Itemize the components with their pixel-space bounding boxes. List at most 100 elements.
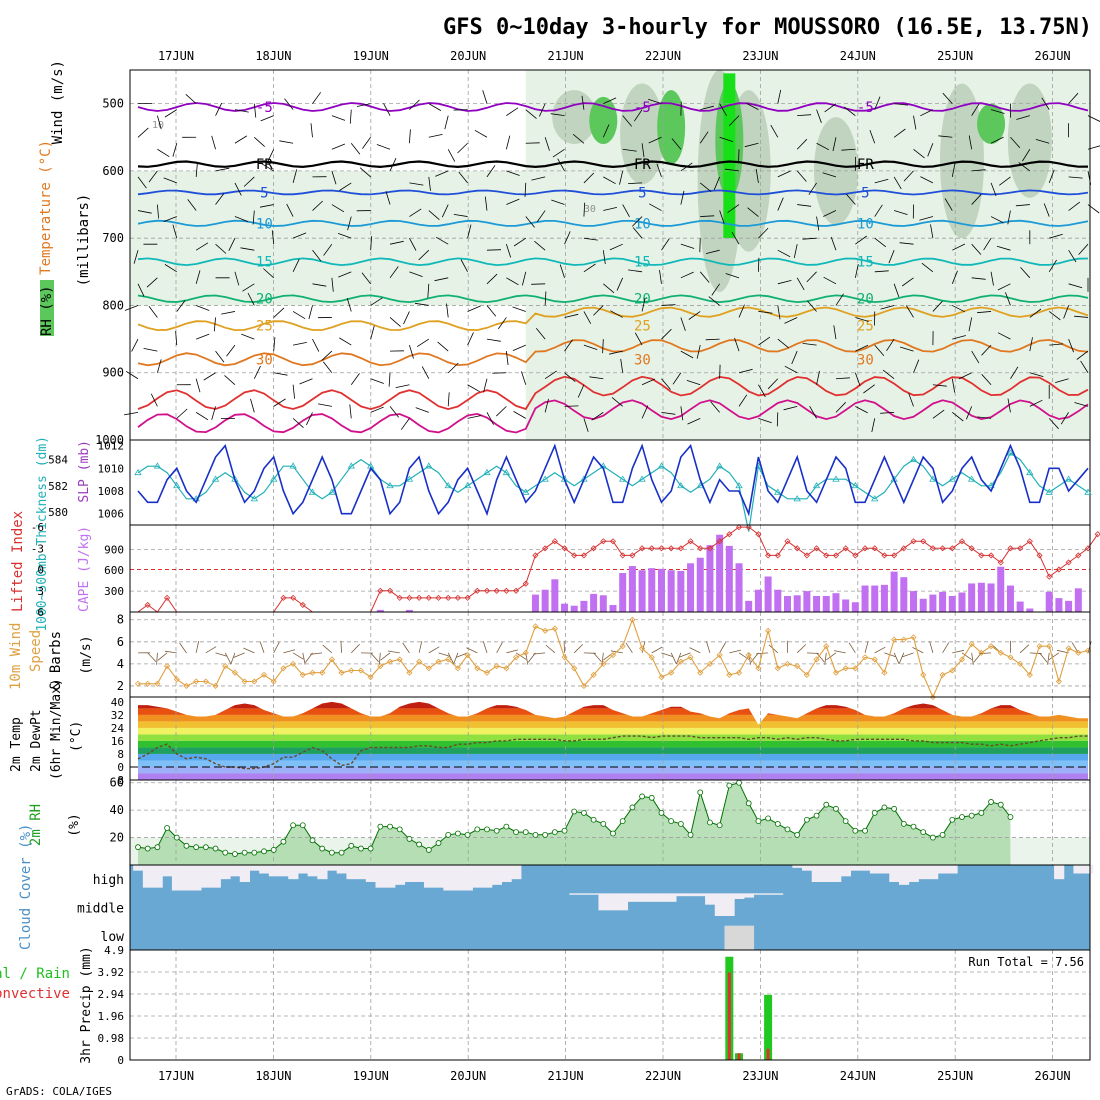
date-tick-label: 18JUN [255,1069,291,1083]
wind-barb [874,204,883,217]
cloud-middle-cell [695,893,706,897]
wind-barb [583,202,586,217]
lifted-index-point [1036,552,1043,559]
cape-bar [638,570,646,612]
wind-barb [855,317,869,322]
wind-barb [893,128,906,138]
rh-point [532,831,539,838]
wind-barb [1039,652,1048,663]
lifted-index-tick-label: -3 [31,542,44,555]
wind-barb [1060,412,1069,425]
wind-barb [133,250,139,264]
wind-barb [961,652,973,661]
rh-point [862,827,868,834]
wind-barb [293,342,307,346]
wind-barb [719,103,727,116]
wind-barb [770,124,779,138]
wind-barb [999,176,1011,186]
cape-bar [900,577,908,612]
wind-barb [809,406,817,419]
wind-barb [603,283,615,294]
wind-speed-point [920,671,927,678]
wind-barb [793,244,798,258]
wind-speed-point [416,658,423,665]
wind-speed-point [454,665,461,672]
wind-barb [593,305,604,316]
legend-label: Temperature (°C) [38,140,54,275]
wind-barb [215,652,228,657]
cape-bar [405,609,413,612]
lifted-index-point [726,531,733,538]
rh-point [173,834,180,841]
wind-barb [339,182,352,191]
wind-barb [444,115,449,130]
rh-point [736,779,742,786]
wind-barb [340,640,342,653]
wind-barb [224,652,232,664]
cape-bar [822,595,830,612]
precip-tick-label: 2.94 [98,988,125,1001]
wind-barb [651,646,663,654]
lifted-index-point [571,552,578,559]
legend-label: RH (%) [39,285,55,336]
cape-bar [793,595,801,612]
wind-barb [783,405,798,411]
temperature-band [138,714,1088,722]
lifted-index-tick-label: -6 [31,521,44,534]
lifted-index-point [561,545,568,552]
wind-barb [705,338,720,341]
cloud-high-cell [152,865,163,888]
thickness-tick-label: 580 [48,506,68,519]
thickness-point [851,481,860,489]
wind-speed-point [939,671,946,678]
thickness-point [347,462,355,469]
rh-point [212,845,219,852]
temperature-band [138,727,1088,735]
lifted-index-point [774,552,781,559]
wind-speed-point [435,658,442,665]
rh-point [387,823,393,830]
wind-barb [632,227,643,239]
wind-barb [791,350,798,365]
temp-tick-label: 32 [111,709,124,722]
wind-barb [932,409,945,419]
wind-barb [747,207,759,217]
wind-barb [971,652,974,665]
wind-barb [841,148,856,151]
thickness-point [677,481,685,489]
cloud-middle-cell [598,893,609,911]
wind-barb [163,177,177,184]
temperature-band [138,740,1088,748]
wind-barb [234,109,249,113]
wind-barb [952,335,966,340]
thickness-line [137,452,1089,532]
wind-barb [855,344,869,352]
wind-barb [1019,644,1030,654]
wind-barb [196,333,210,340]
cloud-high-cell [443,865,454,891]
wind-barb [990,182,997,197]
precip-tick-label: 4.9 [104,944,124,957]
cloud-high-cell [259,865,270,874]
lifted-index-tick-label: 0 [37,564,44,577]
wind-barb [902,652,914,658]
wind-barb [855,406,868,414]
wind-barb [888,250,895,264]
wind-barb [409,129,411,144]
wind-barb [1048,311,1061,321]
rh-point [813,812,820,819]
thickness-point [1026,468,1034,476]
wind-barb [738,394,748,407]
wind-barb [506,107,519,116]
date-tick-label: 19JUN [353,1069,389,1083]
cloud-high-cell [220,865,231,880]
wind-barb [573,644,583,654]
cloud-high-cell [491,865,503,885]
lifted-index-tick-label: 6 [37,606,44,619]
axis-label: 2m DewPt [29,709,44,772]
rh-point [745,800,752,807]
lifted-index-point [755,531,762,538]
date-tick-label: 20JUN [450,49,486,63]
wind-barb [428,210,440,221]
wind-barb [734,337,740,352]
